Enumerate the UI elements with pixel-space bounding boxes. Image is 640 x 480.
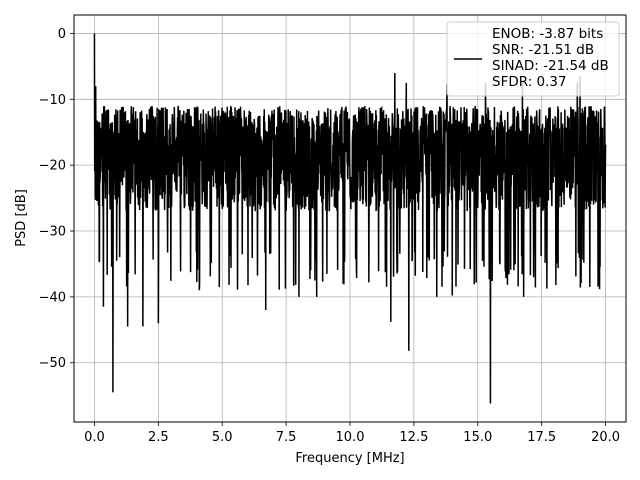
y-axis-label: PSD [dB]	[14, 189, 29, 247]
x-tick-label: 0.0	[84, 430, 105, 445]
x-tick-label: 2.5	[148, 430, 169, 445]
y-tick-label: −10	[39, 93, 66, 108]
x-tick-label: 5.0	[212, 430, 233, 445]
legend-entry-line-2: SNR: -21.51 dB	[492, 42, 594, 58]
legend-entry-line-4: SFDR: 0.37	[492, 74, 567, 90]
y-tick-label: −20	[39, 159, 66, 174]
y-tick-label: −40	[39, 290, 66, 305]
x-tick-label: 20.0	[591, 430, 620, 445]
legend-entry-line-1: ENOB: -3.87 bits	[492, 26, 603, 42]
y-tick-label: −50	[39, 356, 66, 371]
legend: ENOB: -3.87 bits SNR: -21.51 dB SINAD: -…	[446, 21, 620, 97]
y-tick-label: −30	[39, 225, 66, 240]
x-axis-label: Frequency [MHz]	[295, 451, 404, 466]
x-axis: 0.0 2.5 5.0 7.5 10.0 12.5 15.0 17.5 20.0	[84, 422, 620, 445]
y-axis: 0 −10 −20 −30 −40 −50	[39, 27, 74, 371]
x-tick-label: 7.5	[276, 430, 297, 445]
y-tick-label: 0	[58, 27, 66, 42]
x-tick-label: 17.5	[527, 430, 556, 445]
x-tick-label: 10.0	[336, 430, 365, 445]
x-tick-label: 12.5	[399, 430, 428, 445]
legend-box	[446, 21, 620, 97]
plot-area	[93, 33, 607, 404]
series-line-psd	[93, 33, 607, 404]
x-tick-label: 15.0	[463, 430, 492, 445]
legend-entry-line-3: SINAD: -21.54 dB	[492, 58, 609, 74]
